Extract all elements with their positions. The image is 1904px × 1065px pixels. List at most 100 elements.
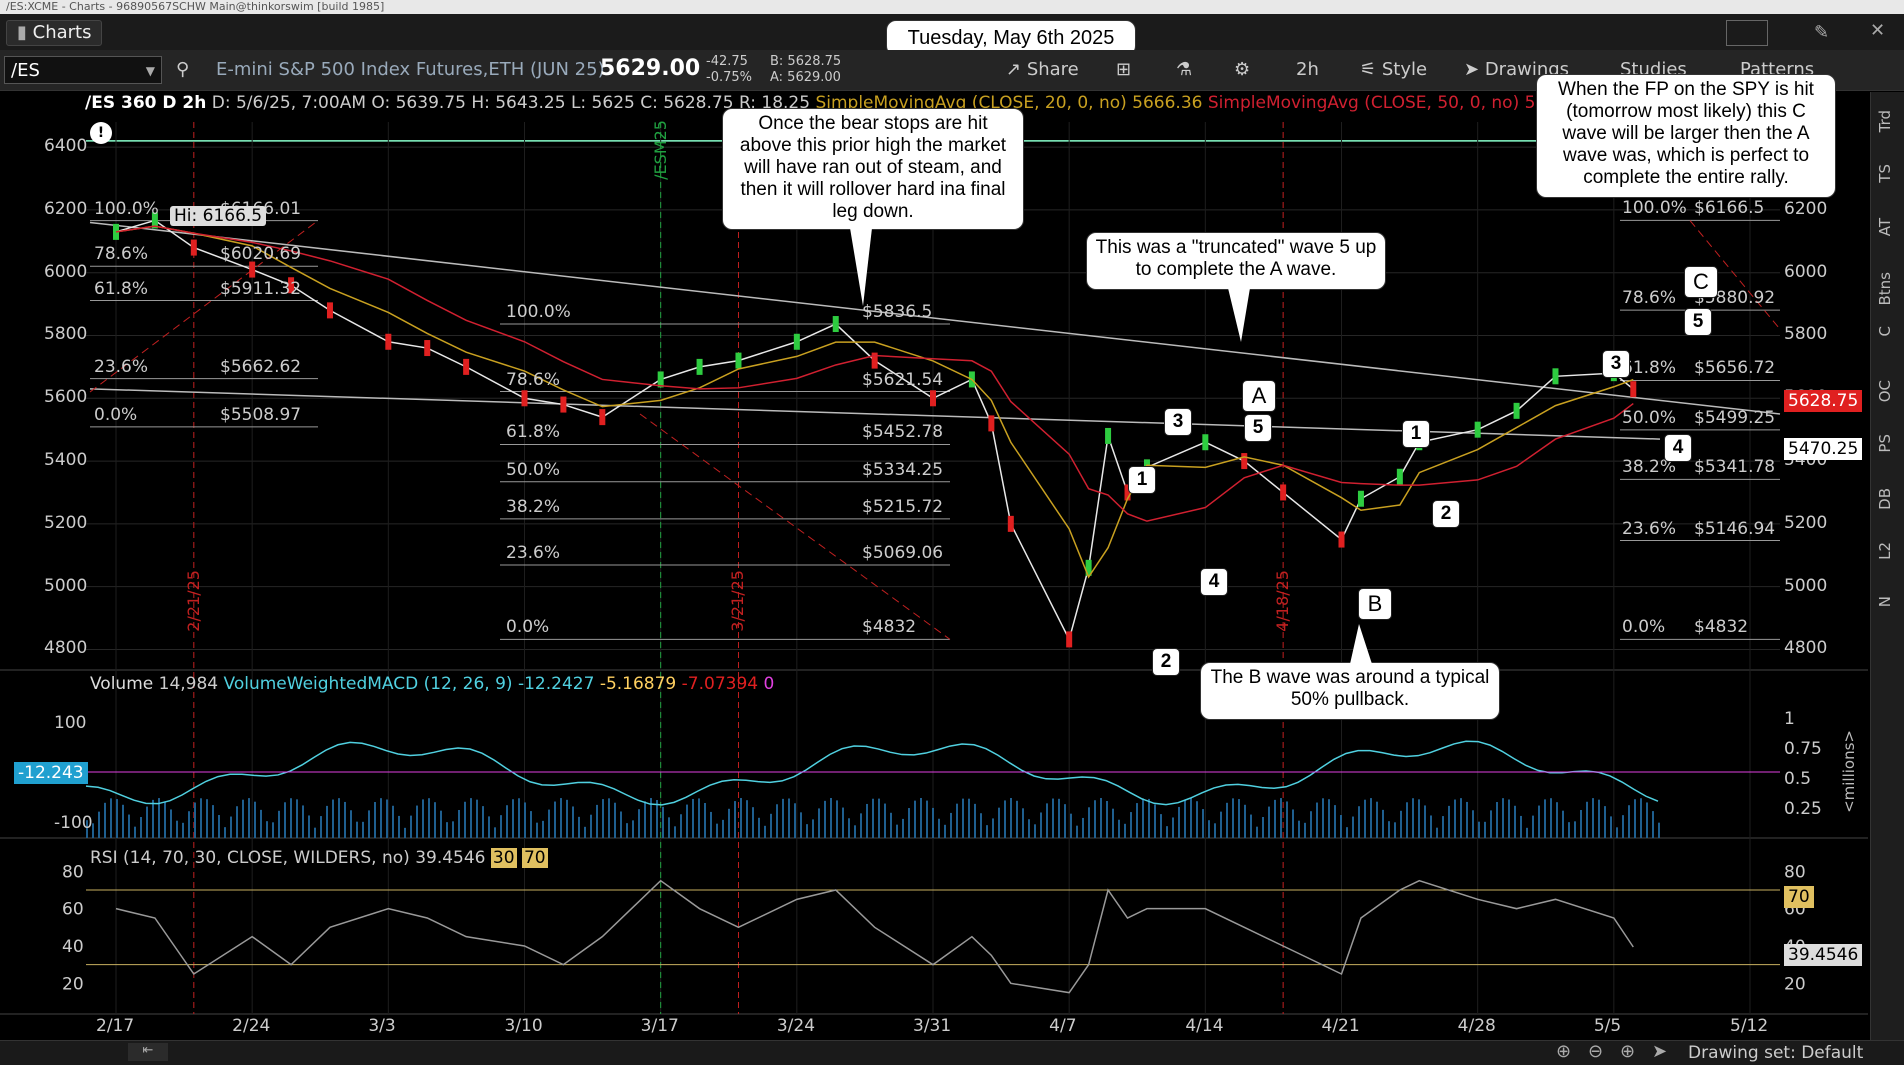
volume-bar bbox=[1640, 798, 1642, 838]
x-tick: 4/7 bbox=[1049, 1016, 1077, 1036]
volume-bar bbox=[1508, 799, 1510, 838]
volume-bar bbox=[908, 808, 910, 838]
volume-bar bbox=[194, 802, 196, 838]
volume-bar bbox=[602, 799, 604, 838]
header-date: D: 5/6/25, 7:00AM bbox=[211, 93, 366, 113]
volume-bar bbox=[524, 802, 526, 838]
volume-bar bbox=[254, 801, 256, 838]
volume-bar bbox=[974, 803, 976, 838]
volume-bar bbox=[224, 827, 226, 838]
drawing-set-label[interactable]: Drawing set: Default bbox=[1688, 1043, 1864, 1063]
volume-bar bbox=[1028, 819, 1030, 838]
fib-level-label: 100.0% bbox=[506, 302, 571, 323]
volume-bar bbox=[1430, 815, 1432, 838]
dashed-projection bbox=[1689, 220, 1781, 330]
volume-bar bbox=[1556, 802, 1558, 838]
volume-bar bbox=[386, 799, 388, 838]
volume-bar bbox=[200, 798, 202, 838]
fib-value-label: $5146.94 bbox=[1694, 518, 1776, 539]
volume-bar bbox=[920, 798, 922, 838]
volume-bar bbox=[218, 815, 220, 838]
fib-level-label: 100.0% bbox=[1622, 198, 1687, 219]
flask-icon[interactable]: ⚗ bbox=[1176, 59, 1193, 80]
volume-bar bbox=[1460, 798, 1462, 838]
volume-bar bbox=[764, 825, 766, 838]
share-icon: ↗ bbox=[1006, 59, 1027, 80]
volume-bar bbox=[1322, 798, 1324, 838]
interval-button[interactable]: 2h bbox=[1296, 59, 1319, 80]
zoom-in-icon[interactable]: ⊕ bbox=[1556, 1041, 1572, 1062]
volume-bar bbox=[1142, 798, 1144, 838]
volume-bar bbox=[644, 801, 646, 838]
volume-bar bbox=[746, 800, 748, 838]
pin-icon[interactable]: ✎ bbox=[1814, 22, 1830, 43]
volume-bar bbox=[758, 817, 760, 838]
date-banner-text: Tuesday, May 6th 2025 bbox=[907, 27, 1115, 49]
pointer-icon[interactable]: ➤ bbox=[1652, 1041, 1668, 1062]
crosshair-icon[interactable]: ⊕ bbox=[1620, 1041, 1636, 1062]
price-candle bbox=[1066, 631, 1073, 648]
y-tick-right: 5800 bbox=[1784, 324, 1828, 345]
style-button[interactable]: ⚟ Style bbox=[1360, 58, 1427, 82]
symbol-input[interactable]: /ES ▼ bbox=[4, 56, 162, 84]
volume-bar bbox=[428, 798, 430, 838]
fib-level-label: 50.0% bbox=[506, 459, 561, 480]
wave-label: 3 bbox=[1164, 408, 1192, 436]
volume-value: 14,984 bbox=[158, 674, 219, 694]
volume-bar bbox=[1502, 798, 1504, 838]
fib-value-label: $5508.97 bbox=[220, 404, 302, 425]
link-icon[interactable]: ⚲ bbox=[176, 59, 190, 80]
volume-bar bbox=[1118, 819, 1120, 838]
volume-bar bbox=[1532, 815, 1534, 838]
volume-bar bbox=[1112, 808, 1114, 838]
tab-charts[interactable]: ▮ Charts bbox=[6, 20, 103, 46]
chart-header: /ES 360 D 2h D: 5/6/25, 7:00AM O: 5639.7… bbox=[85, 92, 1573, 114]
sidebar-button: PS bbox=[1876, 434, 1894, 453]
volume-bar bbox=[812, 819, 814, 838]
volume-bar bbox=[608, 798, 610, 838]
sma20-line bbox=[115, 225, 1634, 579]
volume-bar bbox=[1190, 798, 1192, 838]
volume-bar bbox=[1250, 814, 1252, 838]
y-tick-right: 5200 bbox=[1784, 512, 1828, 533]
volume-bar bbox=[1232, 798, 1234, 838]
volume-bar bbox=[488, 816, 490, 838]
wave-label: 1 bbox=[1128, 466, 1156, 494]
y-tick-right: 6000 bbox=[1784, 261, 1828, 282]
rsi-tick-left: 40 bbox=[62, 937, 84, 957]
price-candle bbox=[696, 358, 703, 375]
volume-bar bbox=[1094, 800, 1096, 838]
gear-icon[interactable]: ⚙ bbox=[1234, 59, 1251, 80]
volume-bar bbox=[1058, 798, 1060, 838]
volume-bar bbox=[752, 807, 754, 838]
zoom-out-icon[interactable]: ⊖ bbox=[1588, 1041, 1604, 1062]
x-tick: 3/24 bbox=[776, 1016, 816, 1036]
share-button[interactable]: ↗ Share bbox=[1006, 58, 1079, 82]
volume-bar bbox=[146, 806, 148, 838]
close-icon[interactable]: ✕ bbox=[1870, 20, 1886, 41]
compare-icon[interactable]: ⊞ bbox=[1116, 59, 1132, 80]
volume-bar bbox=[140, 817, 142, 838]
volume-bar bbox=[1256, 826, 1258, 838]
fib-value-label: $5621.54 bbox=[862, 369, 944, 390]
rsi-tick-left: 20 bbox=[62, 974, 84, 994]
volume-bar bbox=[344, 801, 346, 838]
price-candle bbox=[1124, 484, 1131, 501]
fib-value-label: $5215.72 bbox=[862, 496, 944, 517]
scroll-left-icon[interactable]: ⇤ bbox=[128, 1043, 168, 1061]
layout-icon[interactable] bbox=[1726, 20, 1768, 46]
fib-level-label: 50.0% bbox=[1622, 407, 1677, 428]
fib-value-label: $6020.69 bbox=[220, 244, 302, 265]
volume-bar bbox=[464, 801, 466, 838]
rsi-label: RSI (14, 70, 30, CLOSE, WILDERS, no) bbox=[90, 848, 410, 868]
callout-b-wave-pointer bbox=[1350, 624, 1372, 664]
volume-bar bbox=[890, 812, 892, 838]
fib-value-label: $6166.5 bbox=[1694, 198, 1765, 219]
x-tick: 3/3 bbox=[368, 1016, 396, 1036]
price-candle bbox=[930, 390, 936, 407]
volume-bar bbox=[1568, 822, 1570, 838]
volume-bar bbox=[902, 818, 904, 838]
volume-bar bbox=[620, 811, 622, 838]
alert-icon[interactable]: ! bbox=[90, 122, 112, 144]
